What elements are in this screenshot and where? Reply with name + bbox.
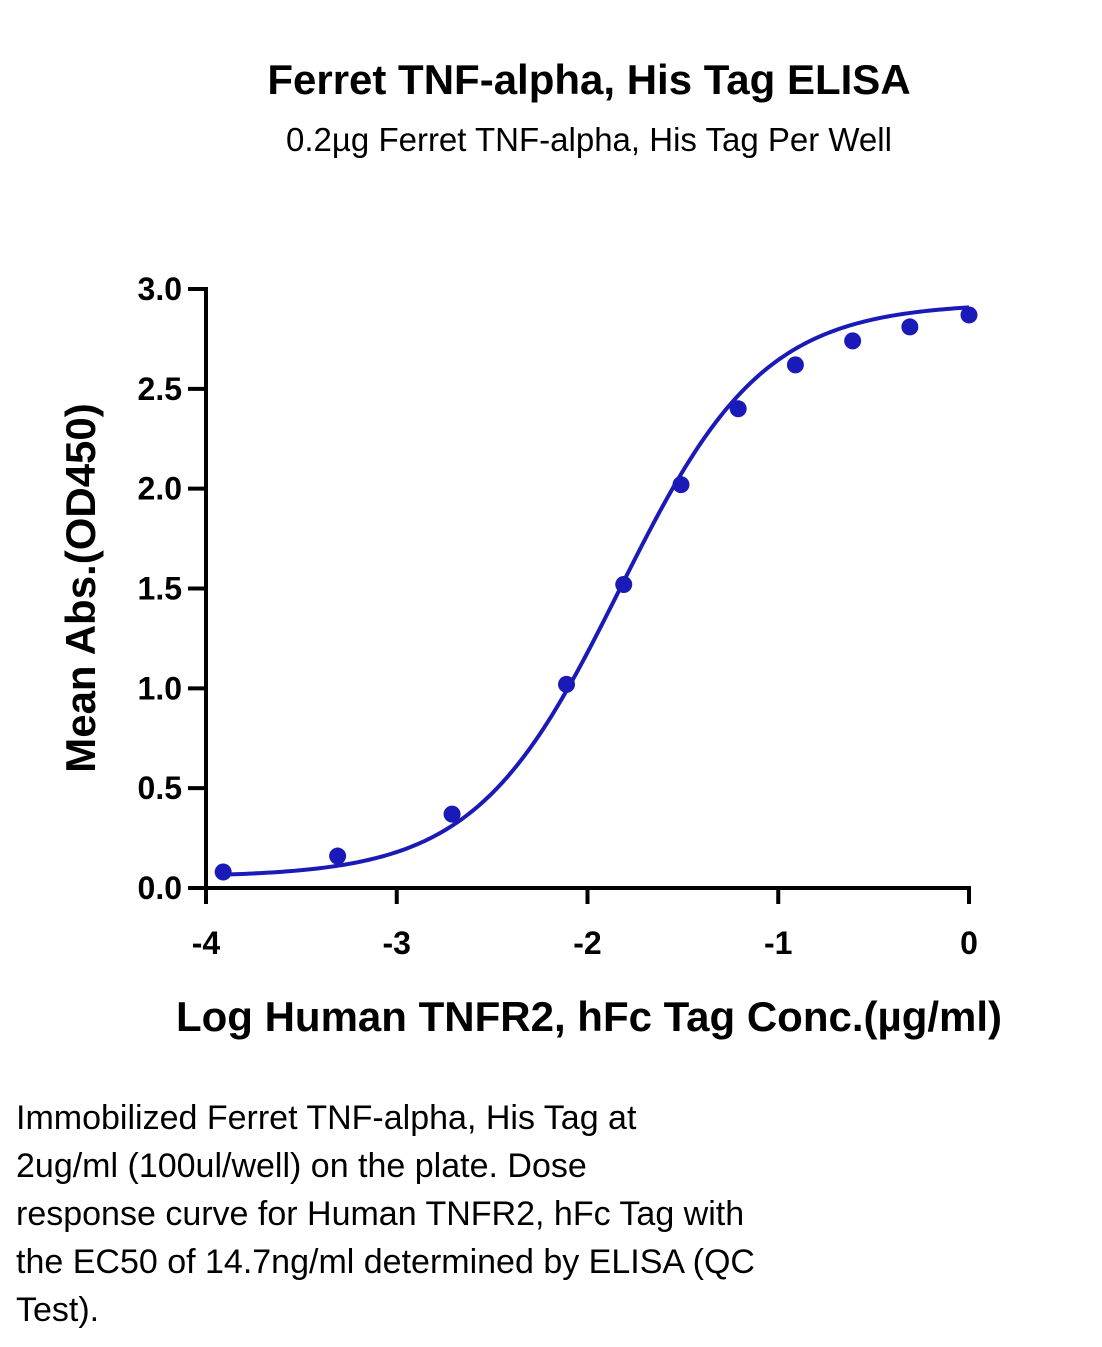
y-tick-label: 1.0: [138, 670, 182, 706]
data-point: [960, 306, 978, 324]
data-point: [329, 847, 347, 865]
caption-line: 2ug/ml (100ul/well) on the plate. Dose: [16, 1147, 587, 1185]
axes: 0.0 0.5 1.0 1.5 2.0 2.5 3.0 -4 -3 -2 -1 0: [138, 271, 978, 961]
data-point: [786, 356, 804, 374]
data-point: [615, 576, 633, 594]
data-point: [729, 400, 747, 418]
y-tick-label: 2.0: [138, 471, 182, 507]
caption-line: Test).: [16, 1291, 100, 1329]
data-point: [672, 476, 690, 494]
figure-caption: Immobilized Ferret TNF-alpha, His Tag at…: [16, 1094, 1016, 1334]
data-point: [443, 805, 461, 823]
y-tick-label: 0.5: [138, 770, 182, 806]
data-point: [901, 318, 919, 336]
x-tick-label: -2: [573, 925, 601, 961]
x-tick-label: 0: [960, 925, 978, 961]
caption-line: Immobilized Ferret TNF-alpha, His Tag at: [16, 1099, 637, 1137]
y-tick-label: 1.5: [138, 571, 182, 607]
x-tick-label: -1: [764, 925, 792, 961]
y-tick-label: 0.0: [138, 870, 182, 906]
data-point: [214, 863, 232, 881]
y-axis-label: Mean Abs.(OD450): [57, 403, 104, 773]
fit-curve-layer: [223, 305, 970, 877]
chart-subtitle: 0.2µg Ferret TNF-alpha, His Tag Per Well: [286, 121, 892, 158]
x-tick-label: -3: [383, 925, 411, 961]
data-point: [844, 332, 862, 350]
fit-curve: [223, 305, 970, 877]
data-point: [558, 675, 576, 693]
data-points-layer: [214, 306, 978, 881]
x-axis-label: Log Human TNFR2, hFc Tag Conc.(µg/ml): [176, 993, 1002, 1040]
chart-title: Ferret TNF-alpha, His Tag ELISA: [267, 56, 910, 103]
y-tick-label: 3.0: [138, 271, 182, 307]
caption-line: the EC50 of 14.7ng/ml determined by ELIS…: [16, 1243, 755, 1281]
chart: Ferret TNF-alpha, His Tag ELISA 0.2µg Fe…: [57, 56, 1002, 1040]
y-tick-label: 2.5: [138, 371, 182, 407]
caption-line: response curve for Human TNFR2, hFc Tag …: [16, 1195, 745, 1233]
x-tick-label: -4: [192, 925, 221, 961]
